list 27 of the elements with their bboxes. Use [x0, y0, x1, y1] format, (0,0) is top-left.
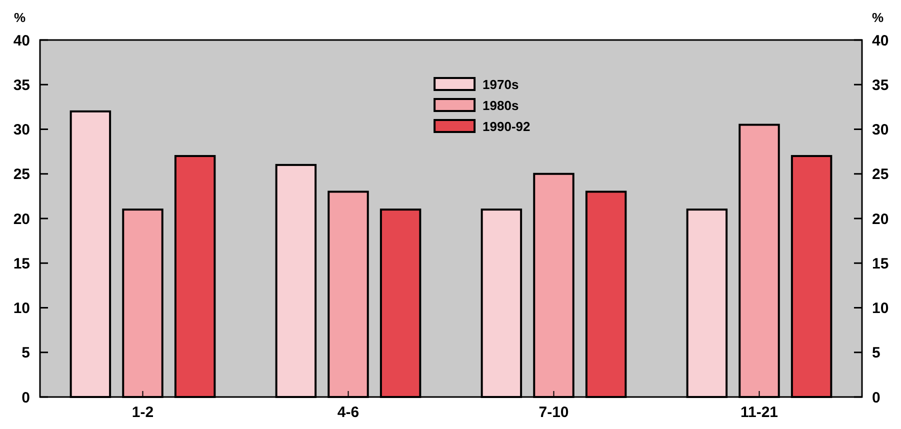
y-tick-label: 30 [13, 122, 30, 138]
y-tick-label: 5 [22, 344, 30, 362]
x-tick-label: 4-6 [337, 404, 360, 421]
y-tick-label: 10 [13, 300, 30, 317]
y2-tick-label: 30 [872, 122, 889, 138]
y-tick-label: 15 [13, 255, 30, 272]
x-tick-label: 11-21 [740, 404, 778, 421]
y-tick-label: 35 [13, 76, 30, 94]
y2-tick-label: 10 [872, 300, 889, 317]
legend-label: 1990-92 [482, 119, 530, 134]
y2-tick-label: 25 [872, 166, 889, 184]
legend-label: 1980s [482, 98, 519, 113]
x-tick-label: 7-10 [538, 404, 569, 421]
y-tick-label: 20 [13, 210, 30, 228]
legend-label: 1970s [482, 77, 519, 92]
y2-tick-label: 0 [872, 389, 880, 406]
y2-tick-label: 20 [872, 210, 889, 228]
x-tick-label: 1-2 [132, 404, 154, 421]
y2-tick-label: 5 [872, 344, 880, 362]
y-tick-label: 25 [13, 166, 30, 184]
y-tick-label: 0 [22, 389, 30, 406]
y-axis-title: % [14, 10, 26, 25]
y-tick-label: 40 [13, 32, 30, 50]
y2-axis-title: % [872, 10, 884, 25]
y2-tick-label: 15 [872, 255, 889, 272]
y2-tick-label: 35 [872, 76, 889, 94]
y2-tick-label: 40 [872, 32, 889, 50]
